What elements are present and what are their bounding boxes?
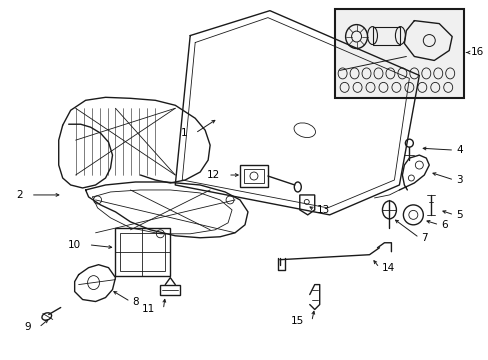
Text: 7: 7 xyxy=(421,233,427,243)
Text: 2: 2 xyxy=(16,190,23,200)
Text: 4: 4 xyxy=(455,145,462,155)
Text: 5: 5 xyxy=(455,210,462,220)
Bar xyxy=(115,228,170,276)
Bar xyxy=(334,9,463,98)
Bar xyxy=(240,165,267,187)
Text: 1: 1 xyxy=(180,128,187,138)
Bar xyxy=(160,285,180,294)
Text: 12: 12 xyxy=(206,170,220,180)
Text: 3: 3 xyxy=(455,175,462,185)
Text: 15: 15 xyxy=(290,316,303,327)
Bar xyxy=(244,169,264,183)
Bar xyxy=(372,27,400,45)
Text: 10: 10 xyxy=(67,240,81,250)
Bar xyxy=(120,233,165,271)
Text: 9: 9 xyxy=(24,323,31,332)
Text: 8: 8 xyxy=(132,297,139,306)
Text: 13: 13 xyxy=(316,205,329,215)
Text: 11: 11 xyxy=(142,305,155,315)
Text: 6: 6 xyxy=(440,220,447,230)
Text: 14: 14 xyxy=(381,263,394,273)
Text: 16: 16 xyxy=(470,48,484,58)
